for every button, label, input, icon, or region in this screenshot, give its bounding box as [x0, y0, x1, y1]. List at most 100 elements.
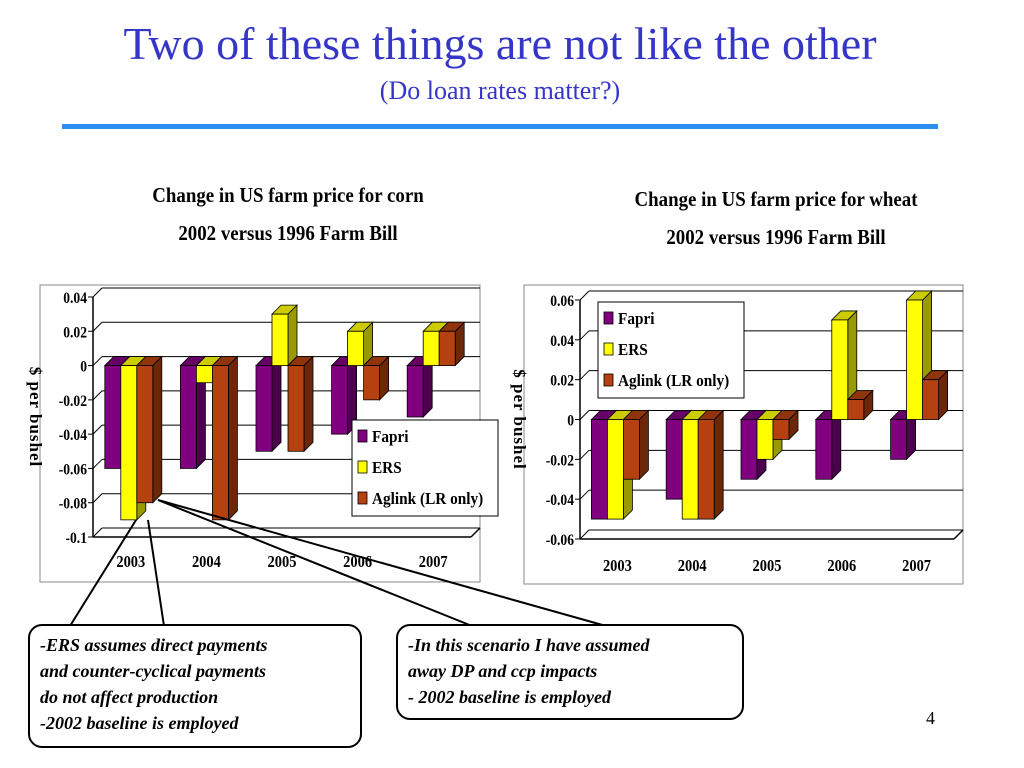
- note-line: -In this scenario I have assumed: [408, 635, 650, 655]
- chart-title: Change in US farm price for corn: [152, 184, 423, 207]
- bar-side: [713, 409, 724, 521]
- gridline-diag: [579, 330, 590, 341]
- y-tick-label: -0.04: [59, 427, 88, 444]
- chart-legend: Fapri ERS Aglink (LR only): [597, 301, 745, 399]
- bar-aglink-lr-only--2006: [362, 355, 390, 401]
- bar-aglink-lr-only--2003: [135, 355, 163, 504]
- gridline-diag: [92, 321, 103, 332]
- bar-aglink-lr-only--2007: [438, 321, 466, 367]
- gridline-diag: [92, 356, 103, 366]
- x-tick-label: 2003: [603, 557, 632, 575]
- bar-front: [104, 365, 122, 469]
- bar-fapri-2006: [330, 355, 358, 436]
- bar-fapri-2004: [179, 355, 207, 470]
- callout-line-aglink: [157, 499, 473, 627]
- callout-line-ers: [69, 519, 137, 627]
- bar-front: [831, 319, 849, 420]
- note-line: -ERS assumes direct payments: [40, 635, 268, 655]
- x-tick-label: 2004: [192, 553, 221, 571]
- bar-front: [136, 365, 154, 504]
- legend-swatch: [603, 373, 614, 387]
- chart-title: Change in US farm price for wheat: [634, 188, 917, 211]
- bar-aglink-lr-only--2005: [772, 409, 799, 441]
- chart-subtitle: 2002 versus 1996 Farm Bill: [178, 222, 398, 245]
- y-tick-label: -0.02: [546, 452, 574, 469]
- bar-side: [227, 355, 238, 521]
- bar-front: [665, 419, 683, 500]
- x-tick-label: 2006: [827, 557, 856, 575]
- gridline-diag: [579, 489, 590, 500]
- y-tick-label: 0: [80, 359, 87, 376]
- gridline-diag: [92, 390, 103, 401]
- bar-side: [287, 304, 298, 367]
- bar-front: [906, 299, 923, 420]
- x-tick-label: 2003: [116, 553, 145, 571]
- bar-front: [607, 419, 624, 520]
- legend-swatch: [357, 429, 368, 443]
- note-line: -2002 baseline is employed: [40, 713, 239, 733]
- y-tick-label: -0.02: [59, 393, 87, 410]
- y-tick-label: -0.06: [59, 461, 87, 478]
- chart-subtitle: 2002 versus 1996 Farm Bill: [666, 226, 886, 249]
- gridline-diag: [92, 527, 103, 538]
- y-tick-label: -0.04: [546, 492, 575, 509]
- bar-aglink-lr-only--2005: [287, 355, 314, 453]
- bar-ers-2006: [346, 321, 374, 367]
- bar-front: [347, 330, 365, 366]
- bar-side: [303, 355, 314, 453]
- bar-side: [271, 355, 282, 453]
- y-axis-label: $ per bushel: [510, 369, 529, 470]
- x-tick-label: 2004: [678, 557, 707, 575]
- gridline-diag: [579, 529, 590, 540]
- bar-front: [438, 330, 456, 366]
- bar-side: [152, 355, 163, 504]
- title-divider: [62, 124, 938, 129]
- y-tick-label: 0.06: [550, 293, 574, 310]
- x-tick-label: 2007: [419, 553, 448, 571]
- bar-side: [831, 409, 842, 481]
- bar-aglink-lr-only--2004: [697, 409, 725, 521]
- bar-front: [623, 419, 640, 480]
- note-line: - 2002 baseline is employed: [408, 687, 611, 707]
- chart-frame: [523, 284, 964, 585]
- bar-front: [179, 365, 197, 469]
- page-number: 4: [926, 708, 935, 728]
- bar-ers-2005: [271, 304, 298, 367]
- bar-front: [255, 365, 273, 452]
- note-box-ers: -ERS assumes direct payments and counter…: [28, 624, 362, 748]
- bar-front: [591, 419, 608, 520]
- y-tick-label: 0.02: [63, 324, 87, 341]
- bar-aglink-lr-only--2004: [211, 355, 239, 521]
- note-line: and counter-cyclical payments: [40, 661, 266, 681]
- legend-label: ERS: [372, 459, 402, 477]
- x-axis-depth: [470, 527, 481, 538]
- gridline-diag: [579, 370, 590, 381]
- slide-subtitle: (Do loan rates matter?): [379, 76, 621, 105]
- y-tick-label: -0.08: [59, 496, 87, 513]
- gridline-diag: [579, 290, 590, 301]
- legend-label: Fapri: [372, 428, 409, 446]
- x-tick-label: 2005: [753, 557, 782, 575]
- y-axis-label: $ per bushel: [26, 367, 45, 468]
- bar-front: [697, 419, 715, 520]
- x-axis-depth: [953, 529, 964, 540]
- bar-fapri-2005: [255, 355, 282, 453]
- bar-aglink-lr-only--2006: [846, 389, 874, 421]
- legend-label: Fapri: [618, 310, 655, 328]
- y-tick-label: 0: [567, 413, 574, 430]
- gridline-diag: [92, 459, 103, 469]
- chart-legend: Fapri ERS Aglink (LR only): [351, 419, 499, 517]
- bar-side: [639, 409, 649, 481]
- bar-front: [740, 419, 758, 480]
- bar-front: [211, 365, 229, 521]
- bar-front: [756, 419, 774, 460]
- x-tick-label: 2007: [902, 557, 931, 575]
- chart-0: Change in US farm price for corn 2002 ver…: [26, 184, 499, 583]
- legend-box: [351, 419, 499, 517]
- gridline-diag: [579, 449, 590, 460]
- callout-line-ers: [147, 519, 165, 627]
- bar-front: [406, 365, 424, 418]
- bar-aglink-lr-only--2007: [921, 369, 949, 421]
- y-tick-label: -0.1: [65, 530, 87, 547]
